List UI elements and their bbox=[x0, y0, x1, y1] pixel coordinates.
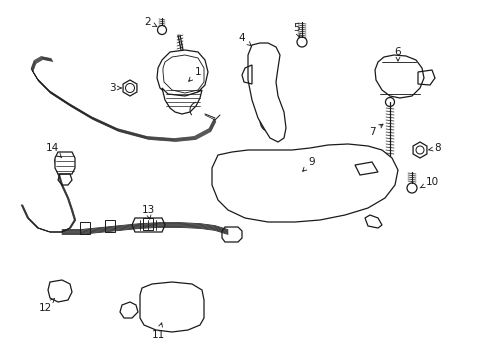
Polygon shape bbox=[48, 280, 72, 302]
Text: 3: 3 bbox=[108, 83, 121, 93]
Text: 2: 2 bbox=[144, 17, 157, 27]
Polygon shape bbox=[140, 282, 203, 332]
Polygon shape bbox=[55, 152, 75, 174]
Text: 4: 4 bbox=[238, 33, 251, 46]
Ellipse shape bbox=[260, 109, 275, 131]
Text: 13: 13 bbox=[141, 205, 154, 219]
Text: 6: 6 bbox=[394, 47, 401, 61]
Polygon shape bbox=[162, 88, 202, 114]
Ellipse shape bbox=[256, 66, 273, 94]
Text: 10: 10 bbox=[419, 177, 438, 188]
Polygon shape bbox=[247, 43, 285, 142]
Text: 1: 1 bbox=[188, 67, 201, 81]
Polygon shape bbox=[157, 50, 207, 97]
Text: 7: 7 bbox=[368, 124, 382, 137]
Text: 12: 12 bbox=[38, 298, 55, 313]
Text: 9: 9 bbox=[302, 157, 315, 171]
Text: 8: 8 bbox=[428, 143, 440, 153]
Text: 11: 11 bbox=[151, 323, 164, 340]
Polygon shape bbox=[120, 302, 138, 318]
Polygon shape bbox=[212, 144, 397, 222]
Text: 14: 14 bbox=[45, 143, 61, 158]
Polygon shape bbox=[374, 55, 423, 98]
Text: 5: 5 bbox=[292, 23, 300, 37]
Ellipse shape bbox=[151, 294, 193, 326]
